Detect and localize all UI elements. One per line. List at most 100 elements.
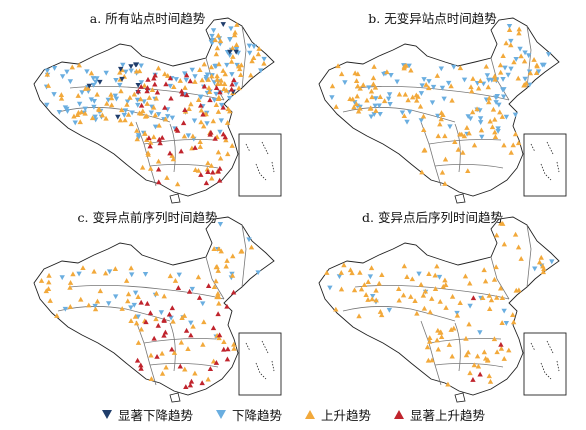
station-marker-down	[92, 303, 98, 309]
station-marker-up	[214, 76, 220, 82]
station-marker-down	[368, 114, 374, 120]
region-boundary-8	[526, 224, 532, 288]
station-marker-up	[370, 81, 377, 87]
station-marker-down	[495, 126, 501, 132]
station-marker-up	[222, 71, 228, 77]
panel-title-b: b. 无变异站点时间趋势	[368, 11, 497, 26]
station-marker-up	[434, 337, 440, 343]
station-marker-up	[516, 26, 522, 32]
station-marker-up	[515, 244, 522, 250]
station-marker-sig-up	[183, 384, 189, 390]
station-marker-down	[496, 102, 502, 108]
station-marker-up	[333, 306, 339, 312]
station-marker-up	[249, 58, 255, 64]
station-marker-sig-up	[152, 81, 158, 87]
station-marker-down	[418, 91, 425, 97]
station-marker-down	[117, 82, 123, 88]
station-marker-up	[491, 336, 498, 342]
station-marker-sig-down	[86, 83, 92, 89]
station-marker-down	[76, 101, 83, 107]
station-marker-sig-up	[216, 177, 223, 183]
station-marker-up	[469, 88, 475, 94]
station-marker-sig-up	[166, 311, 173, 317]
station-marker-up	[429, 357, 435, 363]
station-marker-up	[233, 42, 240, 48]
station-marker-down	[451, 64, 457, 70]
station-marker-up	[149, 87, 156, 92]
station-marker-up	[471, 362, 478, 368]
station-marker-up	[484, 357, 491, 363]
station-marker-sig-up	[138, 84, 144, 89]
station-marker-up	[464, 124, 470, 130]
station-marker-up	[510, 312, 516, 318]
station-marker-up	[353, 101, 360, 107]
station-marker-down	[185, 133, 192, 139]
station-marker-down	[129, 110, 135, 116]
station-marker-sig-up	[208, 129, 214, 135]
station-marker-up	[420, 292, 427, 298]
inset-island-line	[245, 143, 251, 153]
station-marker-sig-down	[227, 49, 233, 55]
station-marker-up	[70, 271, 76, 277]
south-china-sea-inset	[523, 332, 567, 396]
station-marker-sig-up	[162, 104, 168, 110]
station-marker-down	[113, 77, 119, 83]
station-marker-up	[137, 96, 144, 102]
station-marker-up	[462, 273, 469, 279]
station-marker-sig-up	[186, 288, 193, 294]
region-boundary-3	[420, 121, 442, 187]
station-marker-down	[155, 112, 162, 117]
station-marker-up	[95, 106, 102, 112]
station-marker-up	[205, 376, 211, 382]
station-marker-up	[148, 376, 155, 382]
station-marker-down	[209, 37, 216, 43]
station-marker-up	[351, 104, 357, 110]
station-marker-down	[255, 270, 261, 276]
station-marker-up	[104, 100, 110, 106]
station-marker-sig-up	[210, 169, 216, 175]
station-marker-up	[77, 119, 83, 125]
station-marker-down	[51, 65, 58, 71]
station-marker-down	[342, 80, 348, 86]
station-marker-up	[125, 291, 132, 297]
station-marker-up	[487, 306, 493, 311]
station-marker-up	[518, 255, 524, 261]
station-marker-up	[370, 75, 377, 81]
station-marker-down	[128, 68, 134, 74]
legend-label-sig-up: 显著上升趋势	[410, 407, 486, 423]
region-boundary-4	[169, 123, 176, 173]
station-marker-up	[510, 319, 517, 325]
station-marker-up	[422, 288, 429, 294]
station-marker-up	[486, 99, 492, 105]
station-marker-down	[183, 77, 189, 83]
station-marker-up	[102, 270, 109, 276]
station-marker-sig-up	[134, 357, 141, 363]
station-marker-up	[103, 115, 109, 121]
station-marker-up	[210, 358, 217, 364]
station-marker-sig-up	[213, 360, 220, 365]
station-marker-up	[200, 123, 207, 129]
inset-island-line	[530, 143, 536, 153]
station-marker-down	[211, 97, 218, 103]
station-marker-up	[118, 88, 124, 94]
region-boundary-7	[205, 256, 225, 300]
station-marker-up	[448, 83, 454, 89]
station-marker-down	[513, 57, 519, 62]
station-marker-up	[225, 106, 231, 112]
station-marker-up	[377, 94, 383, 99]
station-marker-up	[434, 72, 441, 78]
station-marker-up	[88, 70, 95, 76]
station-marker-up	[497, 285, 504, 291]
station-marker-down	[261, 56, 267, 62]
station-marker-sig-up	[201, 83, 208, 89]
station-marker-up	[75, 92, 81, 98]
station-marker-up	[435, 133, 441, 139]
station-marker-up	[466, 130, 472, 136]
station-marker-sig-up	[215, 168, 222, 174]
station-marker-up	[128, 318, 134, 324]
inset-island-line	[546, 141, 554, 155]
station-marker-up	[333, 104, 339, 109]
station-marker-up	[228, 58, 235, 64]
station-marker-down	[327, 285, 333, 291]
station-marker-sig-up	[213, 85, 220, 91]
